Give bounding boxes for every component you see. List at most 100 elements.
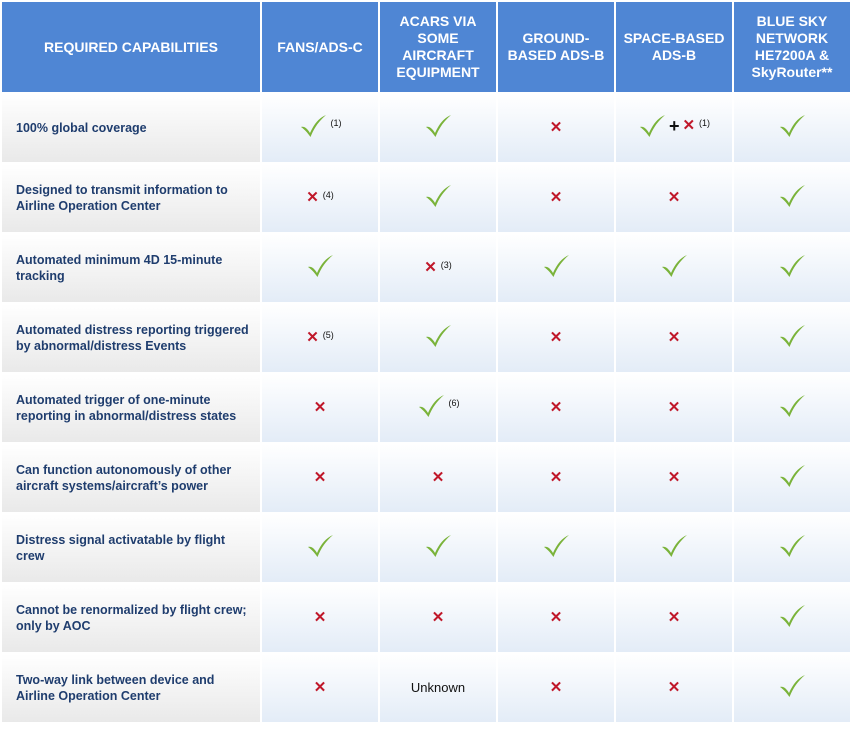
table-cell: ✕ [380,584,496,652]
table-cell: ✕ [498,374,614,442]
check-mark [418,394,444,417]
cross-icon: ✕ [549,609,563,626]
cell-text: Unknown [410,680,466,695]
cell-content: + ✕ (1) [638,114,710,138]
table-cell [734,514,850,582]
table-cell: ✕ [262,584,378,652]
cell-content: Unknown [411,680,465,695]
table-cell [734,304,850,372]
table-cell: ✕ (5) [262,304,378,372]
cross-icon: ✕ [306,329,319,346]
check-mark [780,534,805,557]
cell-content: ✕ [314,400,327,415]
table-cell [380,164,496,232]
cell-content: ✕ [668,190,681,205]
check-icon [417,394,445,418]
cross-icon: ✕ [549,329,563,346]
cross-icon: ✕ [667,399,681,416]
table-cell: ✕ [616,304,732,372]
header-row: REQUIRED CAPABILITIES FANS/ADS-C ACARS V… [2,2,850,92]
check-icon [660,254,688,278]
capability-label: Distress signal activatable by flight cr… [2,514,260,582]
table-cell [262,514,378,582]
cross-icon: ✕ [549,679,563,696]
table-row: Automated minimum 4D 15-minute tracking ✕… [2,234,850,302]
table-cell [498,234,614,302]
footnote-ref: (1) [699,117,711,128]
check-icon [424,184,452,208]
check-mark [780,114,805,137]
check-icon [778,114,806,138]
cross-icon: ✕ [313,399,327,416]
table-cell: ✕ [616,444,732,512]
cross-icon: ✕ [549,469,563,486]
check-icon [778,184,806,208]
cell-content [424,114,452,138]
footnote-ref: (6) [448,397,460,408]
check-icon [778,324,806,348]
check-mark [662,254,687,277]
header-required-capabilities: REQUIRED CAPABILITIES [2,2,260,92]
table-cell: ✕ [380,444,496,512]
cell-content [778,674,806,698]
check-icon [638,114,666,138]
check-icon [306,254,334,278]
check-mark [780,394,805,417]
table-row: Can function autonomously of other aircr… [2,444,850,512]
footnote-ref: (4) [322,189,334,200]
cell-content [424,184,452,208]
cell-content: ✕ [550,680,563,695]
cell-content [542,534,570,558]
check-icon [778,604,806,628]
check-mark [662,534,687,557]
table-cell: + ✕ (1) [616,94,732,162]
table-cell [380,304,496,372]
cell-content [542,254,570,278]
table-cell: ✕ (3) [380,234,496,302]
check-icon [424,534,452,558]
capability-label: Automated trigger of one-minute reportin… [2,374,260,442]
check-icon [542,534,570,558]
cell-content [778,394,806,418]
cell-content: ✕ [668,610,681,625]
cross-icon: ✕ [682,117,696,134]
table-row: Distress signal activatable by flight cr… [2,514,850,582]
table-row: Automated trigger of one-minute reportin… [2,374,850,442]
cell-content [778,534,806,558]
table-cell: ✕ [498,304,614,372]
check-icon [660,534,688,558]
cell-content: ✕ [314,610,327,625]
table-row: Cannot be renormalized by flight crew; o… [2,584,850,652]
table-cell: ✕ [498,94,614,162]
check-mark [426,324,451,347]
header-ground-based-ads-b: GROUND-BASED ADS-B [498,2,614,92]
table-row: Two-way link between device and Airline … [2,654,850,722]
table-cell [734,654,850,722]
cell-content [424,534,452,558]
cell-content [778,254,806,278]
check-icon [424,324,452,348]
check-icon [778,674,806,698]
cell-content [778,114,806,138]
cell-content: ✕ [550,190,563,205]
footnote-ref: (1) [330,117,342,128]
check-icon [778,394,806,418]
table-cell: ✕ [616,374,732,442]
table-cell [734,94,850,162]
table-cell: ✕ [498,654,614,722]
cell-content: ✕ [668,400,681,415]
check-icon [778,534,806,558]
check-mark [426,534,451,557]
table-cell [734,584,850,652]
table-cell: Unknown [380,654,496,722]
header-fans-ads-c: FANS/ADS-C [262,2,378,92]
cell-content [424,324,452,348]
table-cell: ✕ [616,654,732,722]
header-space-based-ads-b: SPACE-BASED ADS-B [616,2,732,92]
header-blue-sky-network: BLUE SKY NETWORK HE7200A & SkyRouter** [734,2,850,92]
table-cell: ✕ [262,444,378,512]
cell-content: ✕ [432,470,445,485]
cell-content: ✕ [432,610,445,625]
cross-icon: ✕ [313,469,327,486]
